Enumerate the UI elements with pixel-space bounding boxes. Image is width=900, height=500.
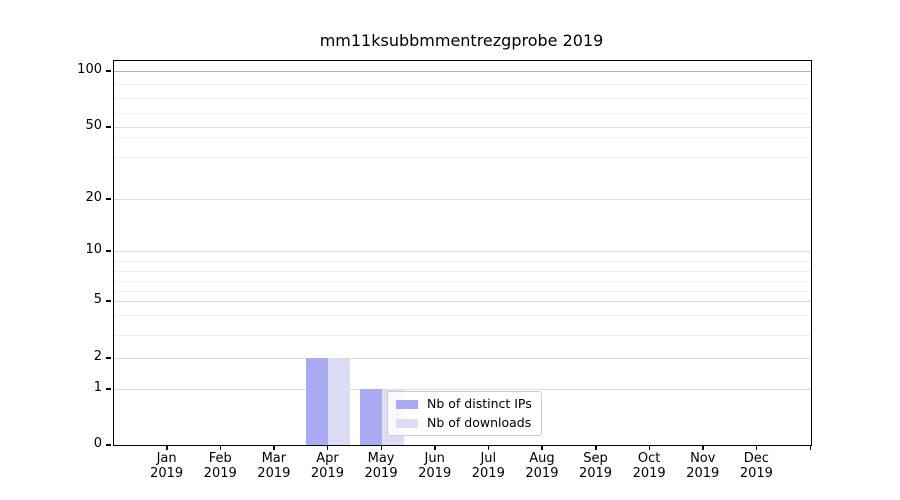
x-axis-tick-label-apr: Apr 2019 [310,451,344,481]
y-axis-tick-label: 20 [85,190,102,205]
y-gridline-minor-30 [114,157,811,158]
y-axis-tick-label: 5 [93,292,102,307]
x-tick-mark [809,445,811,450]
plot-area: Nb of distinct IPs Nb of downloads [113,60,812,446]
x-tick-mark [219,445,222,450]
x-axis-tick-label-feb: Feb 2019 [203,451,237,481]
y-gridline-minor-7 [114,281,811,282]
y-tick-mark-2 [106,357,111,359]
y-tick-mark-1 [106,388,111,390]
legend: Nb of distinct IPs Nb of downloads [387,391,542,436]
legend-entry-downloads: Nb of downloads [396,416,532,430]
x-axis-tick-label-jul: Jul 2019 [471,451,505,481]
y-gridline-minor-40 [114,137,811,138]
x-tick-mark [755,445,758,450]
y-axis-tick-label: 0 [93,436,102,451]
y-gridline-minor-9 [114,261,811,262]
y-axis-tick-label: 50 [85,118,102,133]
legend-label-downloads: Nb of downloads [427,415,532,430]
x-axis-tick-label-dec: Dec 2019 [739,451,773,481]
y-gridline-minor-3 [114,335,811,336]
x-axis-tick-label-sep: Sep 2019 [578,451,613,481]
legend-swatch-distinct-ips [396,399,418,409]
y-gridline-50 [114,127,811,128]
y-gridline-1 [114,389,811,390]
y-gridline-minor-6 [114,291,811,292]
y-gridline-minor-80 [114,98,811,99]
y-tick-mark-50 [106,126,111,128]
x-axis-tick-label-oct: Oct 2019 [632,451,666,481]
legend-label-distinct-ips: Nb of distinct IPs [427,396,532,411]
x-axis-tick-label-may: May 2019 [364,451,398,481]
x-tick-mark [702,445,704,450]
y-gridline-minor-8 [114,271,811,272]
x-axis-tick-label-jun: Jun 2019 [418,451,452,481]
x-tick-mark [380,445,383,450]
y-axis-tick-label: 1 [93,380,102,395]
y-gridline-20 [114,199,811,200]
y-gridline-minor-90 [114,84,811,85]
y-tick-mark-0 [106,444,111,446]
x-axis-tick-label-mar: Mar 2019 [257,451,291,481]
y-gridline-minor-70 [114,113,811,114]
x-axis-tick-label-jan: Jan 2019 [150,451,184,481]
x-tick-mark [273,445,275,450]
x-axis-tick-label-nov: Nov 2019 [686,451,720,481]
x-axis-tick-label-aug: Aug 2019 [525,451,559,481]
x-tick-mark [595,445,597,450]
x-tick-mark [487,445,490,450]
bar-apr-distinct-ips [306,358,329,445]
legend-swatch-downloads [396,418,418,428]
x-tick-mark [648,445,651,450]
y-axis-tick-label: 2 [93,349,102,364]
y-axis-tick-label: 10 [85,242,102,257]
y-gridline-2 [114,358,811,359]
y-tick-mark-5 [106,300,111,302]
y-tick-mark-100 [106,70,111,72]
y-tick-mark-10 [106,250,111,252]
chart-title: mm11ksubbmmentrezgprobe 2019 [319,31,604,50]
legend-entry-distinct-ips: Nb of distinct IPs [396,397,532,411]
x-tick-mark [541,445,543,450]
x-tick-mark [166,445,168,450]
y-gridline-minor-4 [114,315,811,316]
y-gridline-5 [114,301,811,302]
bar-may-distinct-ips [360,389,383,445]
y-gridline-100 [114,71,811,72]
y-gridline-10 [114,251,811,252]
y-tick-mark-20 [106,198,111,200]
y-axis-tick-label: 100 [77,62,102,77]
x-tick-mark [326,445,329,450]
bar-apr-downloads [328,358,351,445]
x-tick-mark [434,445,436,450]
